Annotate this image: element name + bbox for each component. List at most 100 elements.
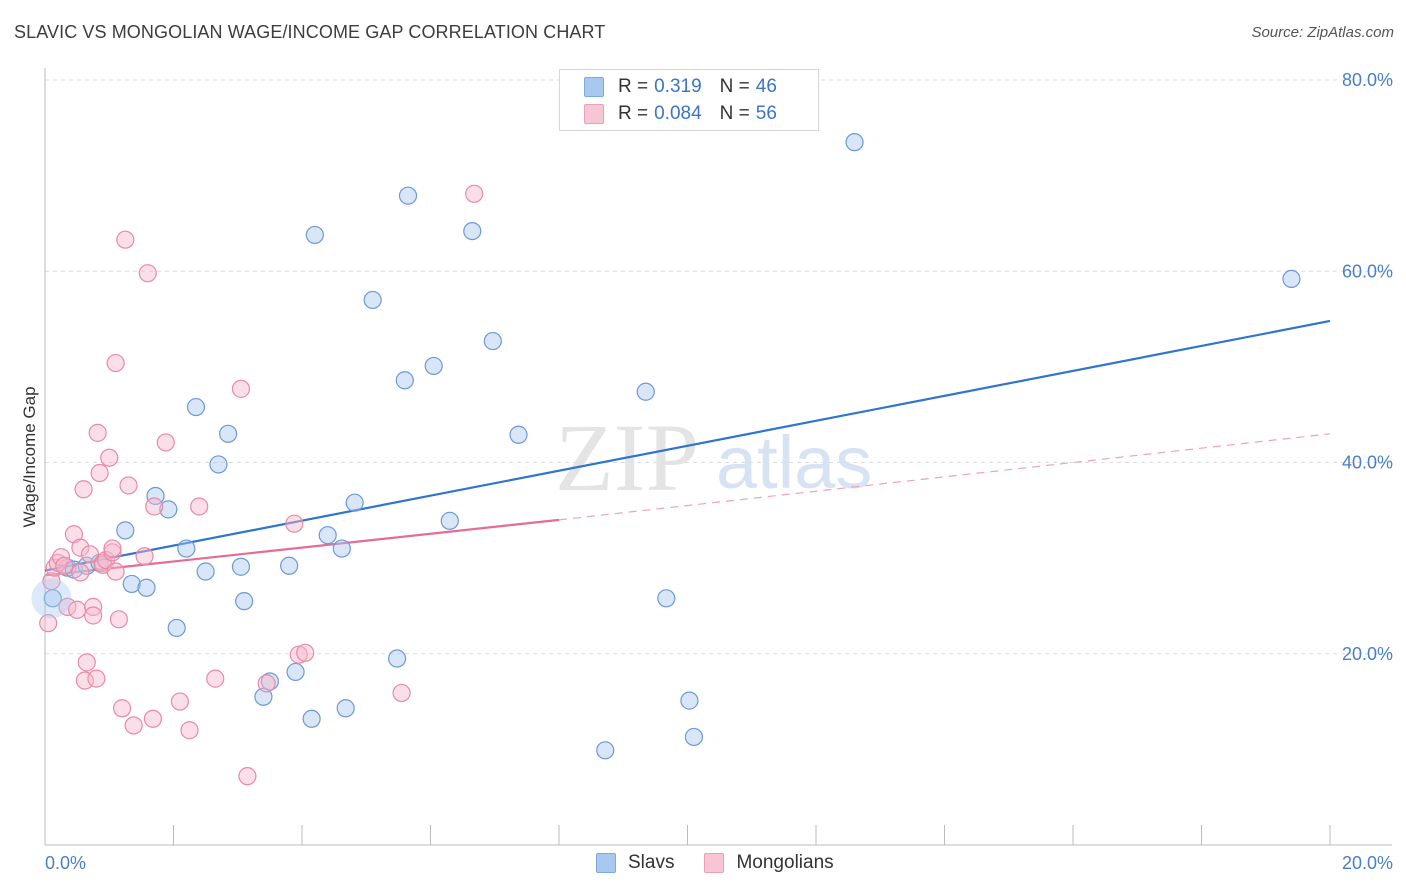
legend-r-label: R = <box>618 76 649 97</box>
data-point-mongolians <box>84 606 103 625</box>
data-point-slavs <box>219 424 238 443</box>
legend-n-value: 46 <box>755 76 777 97</box>
data-point-slavs <box>596 741 615 760</box>
data-point-slavs <box>336 699 355 718</box>
data-point-slavs <box>116 521 135 540</box>
legend-swatch-slavs <box>584 77 604 97</box>
data-point-slavs-cluster <box>31 578 72 619</box>
data-point-slavs <box>302 709 321 728</box>
data-point-mongolians <box>88 423 107 442</box>
data-point-slavs <box>260 672 279 691</box>
data-point-mongolians <box>106 562 125 581</box>
data-point-slavs <box>159 500 178 519</box>
series-legend-slavs[interactable]: Slavs <box>596 852 674 874</box>
data-point-slavs <box>122 574 141 594</box>
data-point-mongolians <box>124 716 143 735</box>
data-point-mongolians <box>68 600 87 619</box>
correlation-legend: R = 0.319 N = 46 R = 0.084 N = 56 <box>559 69 819 131</box>
legend-row-slavs: R = 0.319 N = 46 <box>584 74 777 100</box>
data-point-slavs <box>363 290 382 310</box>
data-point-slavs <box>509 425 528 444</box>
trend-lines <box>44 319 1331 577</box>
axes <box>44 68 1392 846</box>
data-point-slavs <box>1282 269 1301 288</box>
data-point-mongolians <box>143 709 163 728</box>
data-point-mongolians <box>106 353 125 373</box>
data-point-slavs <box>387 649 407 668</box>
data-point-slavs <box>424 356 443 376</box>
data-point-slavs <box>137 578 156 597</box>
data-point-mongolians <box>257 674 276 693</box>
data-point-slavs <box>177 539 196 558</box>
y-axis-title: Wage/Income Gap <box>20 386 39 527</box>
legend-n-label: N = <box>719 103 750 124</box>
data-point-mongolians <box>71 538 90 557</box>
series-label-slavs: Slavs <box>628 852 675 873</box>
data-point-slavs <box>483 331 502 351</box>
data-point-slavs <box>186 397 206 417</box>
data-point-mongolians <box>170 692 190 711</box>
data-point-slavs <box>231 557 251 576</box>
x-tick-label: 0.0% <box>45 853 86 873</box>
y-tick-label: 80.0% <box>1342 70 1393 90</box>
data-point-slavs <box>345 493 364 512</box>
source-credit: Source: ZipAtlas.com <box>1251 24 1394 41</box>
data-point-slavs <box>440 511 459 530</box>
legend-swatch-mongolians <box>584 104 604 124</box>
y-tick-label: 40.0% <box>1342 453 1393 473</box>
data-point-mongolians <box>42 571 61 591</box>
data-point-slavs <box>318 526 337 545</box>
data-point-slavs <box>680 691 699 710</box>
data-point-slavs <box>209 455 228 474</box>
data-point-mongolians <box>135 547 154 566</box>
data-point-mongolians <box>465 184 484 203</box>
data-points <box>31 133 1301 786</box>
y-tick-label: 60.0% <box>1342 261 1393 281</box>
data-point-mongolians <box>112 699 132 718</box>
data-point-slavs <box>657 589 676 608</box>
data-point-mongolians <box>75 671 94 690</box>
data-point-slavs <box>398 186 418 205</box>
trendline-mongolians-extension <box>558 433 1331 521</box>
data-point-mongolians <box>71 563 90 582</box>
y-tick-label: 20.0% <box>1342 644 1393 664</box>
trendline-slavs <box>44 319 1331 572</box>
series-swatch-slavs <box>596 853 616 873</box>
data-point-mongolians <box>90 463 109 483</box>
legend-n-value: 56 <box>755 103 777 124</box>
data-point-mongolians <box>231 379 251 398</box>
data-point-mongolians <box>392 683 411 703</box>
series-label-mongolians: Mongolians <box>736 852 834 873</box>
data-point-mongolians <box>180 721 199 740</box>
chart-title: SLAVIC VS MONGOLIAN WAGE/INCOME GAP CORR… <box>14 22 606 42</box>
data-point-slavs <box>167 618 186 638</box>
data-point-mongolians <box>289 645 308 664</box>
data-point-mongolians <box>156 433 175 452</box>
data-point-mongolians <box>103 543 122 562</box>
data-point-mongolians <box>103 539 122 558</box>
data-point-mongolians <box>77 653 96 672</box>
data-point-slavs <box>196 562 215 581</box>
series-legend: Slavs Mongolians <box>596 852 864 874</box>
data-point-mongolians <box>119 476 138 495</box>
data-point-slavs <box>332 539 351 558</box>
axis-labels: 20.0% 40.0% 60.0% 80.0% 0.0% 20.0% Wage/Income… <box>20 70 1393 873</box>
watermark-atlas: atlas <box>716 421 872 504</box>
series-swatch-mongolians <box>704 853 725 873</box>
trendline-mongolians <box>44 518 560 577</box>
data-point-mongolians <box>80 545 100 564</box>
data-point-mongolians <box>238 767 257 786</box>
data-point-mongolians <box>100 448 119 467</box>
data-point-mongolians <box>190 497 209 516</box>
legend-r-value: 0.319 <box>654 76 702 97</box>
data-point-mongolians <box>206 669 225 688</box>
data-point-mongolians <box>109 610 128 629</box>
data-point-mongolians <box>285 514 304 533</box>
legend-n-label: N = <box>719 76 750 97</box>
data-point-slavs <box>684 727 704 747</box>
data-point-slavs <box>254 687 273 706</box>
data-point-mongolians <box>55 556 74 575</box>
data-point-slavs <box>636 382 655 401</box>
series-legend-mongolians[interactable]: Mongolians <box>704 852 834 874</box>
data-point-mongolians <box>39 614 58 633</box>
